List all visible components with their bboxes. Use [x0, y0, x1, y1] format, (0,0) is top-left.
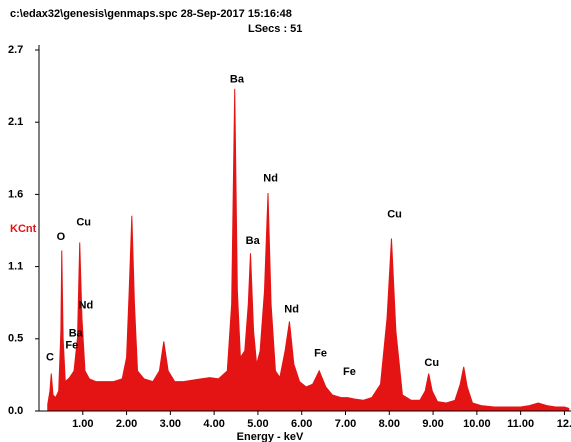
y-tick-label: 0.5	[8, 333, 23, 345]
peak-label: Nd	[263, 172, 278, 184]
x-tick-label: 5.00	[247, 418, 268, 430]
x-tick-label: 4.00	[203, 418, 224, 430]
peak-label: Ba	[69, 327, 84, 339]
peak-label: Fe	[314, 347, 327, 359]
peak-label: Cu	[387, 208, 402, 220]
x-tick-label: 7.00	[335, 418, 356, 430]
x-tick-label: 2.00	[116, 418, 137, 430]
y-tick-label: 2.7	[8, 44, 23, 56]
spectrum-area	[47, 88, 570, 412]
y-axis-label: KCnt	[10, 223, 37, 235]
x-tick-label: 10.00	[463, 418, 491, 430]
peak-label: Nd	[79, 299, 94, 311]
peak-label: Fe	[343, 366, 356, 378]
chart-subtitle: LSecs : 51	[248, 23, 302, 35]
x-tick-label: 9.00	[422, 418, 443, 430]
peak-label: Ba	[230, 73, 245, 85]
chart-title: c:\edax32\genesis\genmaps.spc 28-Sep-201…	[10, 8, 292, 20]
x-tick-label: 12.	[557, 418, 571, 430]
peak-label: Fe	[65, 339, 78, 351]
peak-label: Cu	[76, 216, 91, 228]
y-tick-label: 1.6	[8, 188, 23, 200]
x-tick-label: 8.00	[379, 418, 400, 430]
y-tick-label: 1.1	[8, 261, 23, 273]
x-tick-label: 1.00	[72, 418, 93, 430]
y-tick-label: 2.1	[8, 116, 23, 128]
peak-label: O	[57, 231, 66, 243]
y-tick-label: 0.0	[8, 405, 23, 417]
peak-label: Nd	[284, 303, 299, 315]
x-tick-label: 6.00	[291, 418, 312, 430]
x-tick-label: 3.00	[160, 418, 181, 430]
peak-label: C	[46, 351, 54, 363]
x-axis-label: Energy - keV	[237, 431, 304, 442]
peak-label: Cu	[424, 357, 439, 369]
peak-label: Ba	[246, 235, 261, 247]
x-tick-label: 11.00	[507, 418, 534, 430]
